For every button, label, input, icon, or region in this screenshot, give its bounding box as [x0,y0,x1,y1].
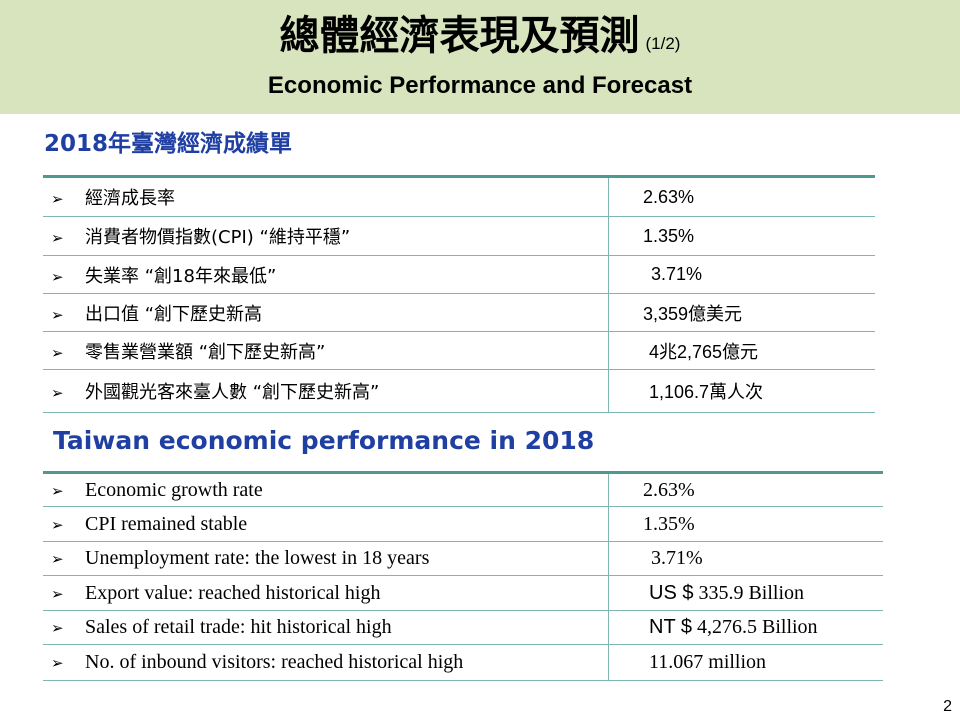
row-value: US $ 335.9 Billion [608,575,883,611]
currency-prefix: NT $ [649,616,692,638]
page-number: 2 [943,698,952,715]
slide-title: 總體經濟表現及預測 (1/2) [0,10,960,70]
label-text: Economic growth rate [85,478,263,501]
section-title-zh: 2018年臺灣經濟成績單 [44,131,293,157]
slide-subtitle: Economic Performance and Forecast [267,72,693,99]
row-label: ➢ No. of inbound visitors: reached histor… [43,644,609,681]
arrow-bullet-icon: ➢ [51,384,64,402]
value-text: 4,276.5 Billion [696,616,818,638]
label-text: Unemployment rate: the lowest in 18 year… [85,547,430,569]
value-text: 335.9 Billion [698,581,805,604]
arrow-bullet-icon: ➢ [51,586,64,603]
slide-title-text: 總體經濟表現及預測 [279,13,640,59]
label-text: 零售業營業額 “創下歷史新高” [85,341,326,363]
label-text: 失業率 “創18年來最低” [85,265,277,287]
label-text: 消費者物價指數(CPI) “維持平穩” [85,227,351,248]
label-text: No. of inbound visitors: reached histori… [85,651,464,673]
row-label: ➢ 失業率 “創18年來最低” [43,255,609,294]
arrow-bullet-icon: ➢ [51,621,64,637]
table-row: ➢ 經濟成長率 2.63% [43,176,875,217]
row-value: NT $ 4,276.5 Billion [608,610,883,645]
row-value: 3,359億美元 [608,293,875,332]
table-row: ➢ 出口值 “創下歷史新高 3,359億美元 [43,293,875,332]
label-text: 經濟成長率 [85,188,175,209]
label-text: Export value: reached historical high [85,581,381,604]
row-label: ➢ 外國觀光客來臺人數 “創下歷史新高” [43,369,609,413]
row-label: ➢ Economic growth rate [43,472,609,507]
label-text: Sales of retail trade: hit historical hi… [85,616,392,638]
arrow-bullet-icon: ➢ [51,517,64,534]
row-label: ➢ 經濟成長率 [43,176,609,217]
section-title-en: Taiwan economic performance in 2018 [53,426,595,455]
currency-prefix: US $ [649,581,694,604]
table-row: ➢ 失業率 “創18年來最低” 3.71% [43,255,875,294]
arrow-bullet-icon: ➢ [51,656,64,672]
row-label: ➢ 零售業營業額 “創下歷史新高” [43,331,609,370]
row-value: 1.35% [608,216,875,256]
table-row: ➢ 外國觀光客來臺人數 “創下歷史新高” 1,106.7萬人次 [43,369,875,413]
arrow-bullet-icon: ➢ [51,552,64,568]
row-label: ➢ CPI remained stable [43,506,609,542]
table-row: ➢ CPI remained stable 1.35% [43,506,883,542]
table-row: ➢ 零售業營業額 “創下歷史新高” 4兆2,765億元 [43,331,875,370]
page-indicator: (1/2) [645,34,681,53]
arrow-bullet-icon: ➢ [51,305,64,324]
row-value: 2.63% [608,472,883,507]
table-row: ➢ Economic growth rate 2.63% [43,472,883,507]
performance-table-en: ➢ Economic growth rate 2.63% ➢ CPI remaine… [43,471,883,681]
performance-table-zh: ➢ 經濟成長率 2.63% ➢ 消費者物價指數(CPI) “維持平穩” 1.35% … [43,175,875,413]
arrow-bullet-icon: ➢ [51,483,64,500]
table-row: ➢ Sales of retail trade: hit historical h… [43,610,883,645]
row-value: 11.067 million [608,644,883,681]
arrow-bullet-icon: ➢ [51,343,64,362]
row-value: 1.35% [608,506,883,542]
title-banner: 總體經濟表現及預測 (1/2) Economic Performance and … [0,0,960,114]
label-text: CPI remained stable [85,512,248,535]
table-row: ➢ Unemployment rate: the lowest in 18 yea… [43,541,883,576]
label-text: 出口值 “創下歷史新高 [85,303,263,325]
row-value: 3.71% [608,255,875,294]
row-label: ➢ Unemployment rate: the lowest in 18 yea… [43,541,609,576]
row-label: ➢ Export value: reached historical high [43,575,609,611]
table-row: ➢ 消費者物價指數(CPI) “維持平穩” 1.35% [43,216,875,256]
row-value: 1,106.7萬人次 [608,369,875,413]
row-value: 2.63% [608,176,875,217]
row-label: ➢ 消費者物價指數(CPI) “維持平穩” [43,216,609,256]
row-value: 4兆2,765億元 [608,331,875,370]
label-text: 外國觀光客來臺人數 “創下歷史新高” [85,382,380,403]
row-label: ➢ 出口值 “創下歷史新高 [43,293,609,332]
arrow-bullet-icon: ➢ [51,190,64,208]
arrow-bullet-icon: ➢ [51,229,64,247]
table-row: ➢ No. of inbound visitors: reached histor… [43,644,883,681]
table-row: ➢ Export value: reached historical high U… [43,575,883,611]
row-value: 3.71% [608,541,883,576]
arrow-bullet-icon: ➢ [51,267,64,286]
row-label: ➢ Sales of retail trade: hit historical h… [43,610,609,645]
